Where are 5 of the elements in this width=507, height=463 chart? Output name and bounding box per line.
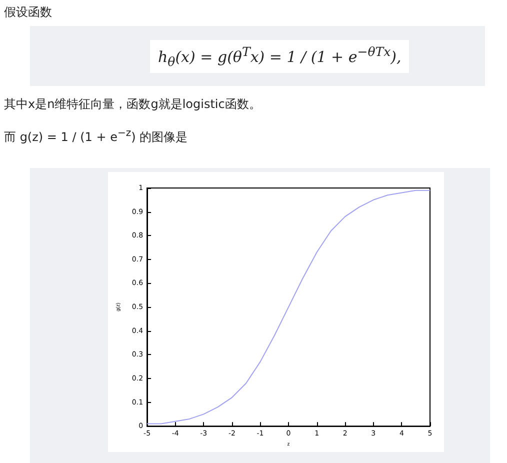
text: h$_{θ}$(x) = g(θ$^{T}$x) = 1 / (1 + e$^{−θTx}$), [150,40,410,73]
line-series [146,190,430,424]
text: 而 g(z) = 1 / (1 + e$^{−z}$) 的图像是 [4,128,188,146]
text: 假设函数 [4,4,52,21]
text: 其中x是n维特征向量，函数g就是logistic函数。 [4,96,261,113]
